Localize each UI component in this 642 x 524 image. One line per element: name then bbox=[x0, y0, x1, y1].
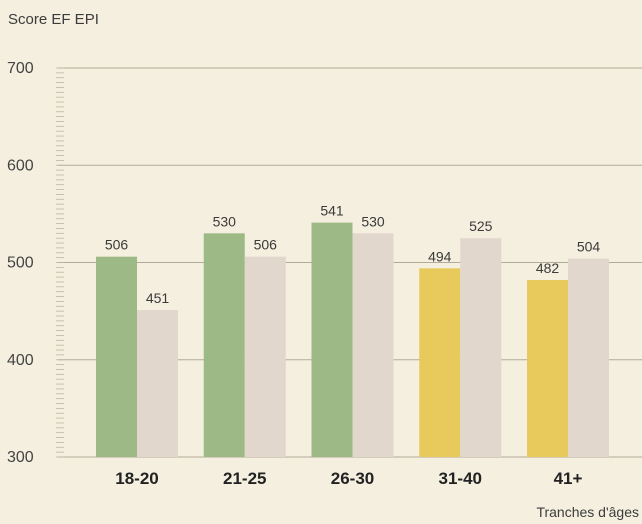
bar-41+-2 bbox=[568, 258, 609, 457]
bar-21-25-2 bbox=[244, 256, 286, 457]
x-tick-label: 21-25 bbox=[223, 469, 266, 488]
y-tick-label: 700 bbox=[7, 60, 34, 77]
data-label: 482 bbox=[536, 260, 560, 276]
x-tick-label: 31-40 bbox=[439, 469, 482, 488]
bar-41+-1 bbox=[527, 280, 568, 457]
data-label: 525 bbox=[469, 218, 493, 234]
data-label: 494 bbox=[428, 248, 452, 264]
bar-31-40-1 bbox=[419, 268, 461, 457]
data-label: 451 bbox=[146, 290, 170, 306]
data-label: 506 bbox=[105, 237, 129, 253]
y-tick-label: 600 bbox=[7, 157, 34, 174]
bar-18-20-1 bbox=[96, 256, 137, 457]
data-label: 504 bbox=[577, 239, 601, 255]
bar-21-25-1 bbox=[203, 233, 245, 457]
bar-26-30-1 bbox=[311, 222, 353, 457]
y-tick-label: 500 bbox=[7, 255, 34, 272]
y-axis-label: Score EF EPI bbox=[8, 11, 99, 28]
data-label: 530 bbox=[213, 213, 237, 229]
bar-31-40-2 bbox=[460, 238, 502, 457]
x-axis-label: Tranches d'âges bbox=[536, 504, 639, 520]
y-axis-minor-ticks bbox=[56, 67, 64, 458]
y-axis-tick-labels: 300 400 500 600 700 bbox=[7, 60, 34, 466]
bar-18-20-2 bbox=[137, 310, 178, 457]
x-tick-label: 26-30 bbox=[331, 469, 374, 488]
bar-26-30-2 bbox=[352, 233, 394, 457]
bars bbox=[96, 222, 609, 457]
data-label: 530 bbox=[361, 213, 385, 229]
x-axis-category-labels: 18-20 21-25 26-30 31-40 41+ bbox=[115, 469, 582, 488]
data-label: 541 bbox=[320, 203, 344, 219]
x-tick-label: 18-20 bbox=[115, 469, 158, 488]
x-tick-label: 41+ bbox=[554, 469, 583, 488]
data-labels: 506 451 530 506 541 530 494 525 482 504 bbox=[105, 203, 601, 307]
y-tick-label: 300 bbox=[7, 449, 34, 466]
y-tick-label: 400 bbox=[7, 352, 34, 369]
data-label: 506 bbox=[254, 237, 278, 253]
